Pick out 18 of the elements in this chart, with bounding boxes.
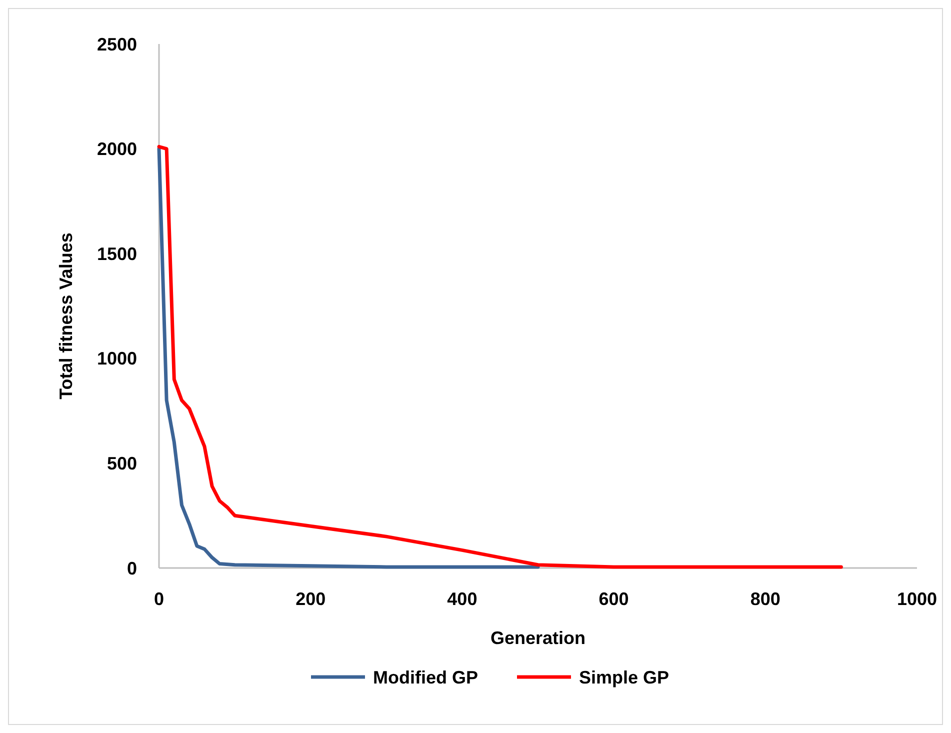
x-tick-label: 600 <box>598 589 629 609</box>
y-tick-label: 2500 <box>96 34 137 54</box>
x-tick-label: 800 <box>750 589 780 609</box>
x-tick-label: 0 <box>154 589 164 609</box>
legend-label: Modified GP <box>373 667 478 688</box>
y-tick-label: 1000 <box>96 348 137 369</box>
y-tick-label: 1500 <box>96 244 137 264</box>
x-tick-label: 400 <box>447 589 478 609</box>
x-axis-title: Generation <box>490 628 586 648</box>
y-tick-label: 500 <box>106 454 137 474</box>
line-series <box>157 144 843 569</box>
line-series <box>157 147 540 569</box>
y-tick-label: 2000 <box>96 139 137 160</box>
x-tick-label: 200 <box>296 589 326 609</box>
legend-label: Simple GP <box>579 667 670 688</box>
y-tick-label: 0 <box>126 558 137 578</box>
y-axis-title: Total fitness Values <box>56 232 76 400</box>
x-tick-label: 1000 <box>896 589 938 609</box>
